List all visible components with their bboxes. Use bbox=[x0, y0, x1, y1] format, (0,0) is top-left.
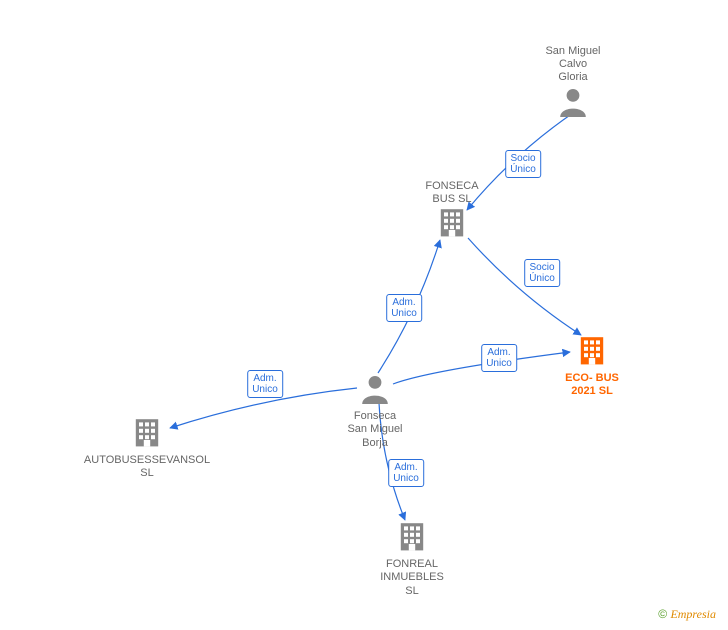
credit-symbol: © bbox=[658, 607, 667, 621]
edge-label: Adm. Unico bbox=[386, 294, 422, 322]
node-gloria[interactable]: San Miguel Calvo Gloria bbox=[503, 43, 643, 121]
building-icon bbox=[576, 334, 608, 370]
node-label: AUTOBUSESSEVANSOL SL bbox=[77, 454, 217, 480]
node-label: FONREAL INMUEBLES SL bbox=[342, 558, 482, 598]
node-autobuses[interactable]: AUTOBUSESSEVANSOL SL bbox=[77, 416, 217, 481]
node-fonreal[interactable]: FONREAL INMUEBLES SL bbox=[342, 520, 482, 598]
node-label: Fonseca San Miguel Borja bbox=[305, 410, 445, 450]
node-label: FONSECA BUS SL bbox=[382, 180, 522, 206]
node-label: San Miguel Calvo Gloria bbox=[503, 45, 643, 85]
person-icon bbox=[359, 372, 391, 408]
edge-label: Adm. Unico bbox=[247, 370, 283, 398]
node-borja[interactable]: Fonseca San Miguel Borja bbox=[305, 372, 445, 450]
diagram-canvas: San Miguel Calvo Gloria FONSECA BUS SL E… bbox=[0, 0, 728, 630]
edge-label: Adm. Unico bbox=[481, 344, 517, 372]
node-label: ECO- BUS 2021 SL bbox=[522, 372, 662, 398]
credit-brand: Empresia bbox=[670, 607, 716, 621]
building-icon bbox=[436, 206, 468, 242]
credit: © Empresia bbox=[658, 607, 716, 622]
building-icon bbox=[131, 416, 163, 452]
edge-fonseca-ecobus bbox=[468, 238, 581, 335]
building-icon bbox=[396, 520, 428, 556]
edge-label: Adm. Unico bbox=[388, 459, 424, 487]
edge-label: Socio Único bbox=[505, 150, 541, 178]
edge-label: Socio Único bbox=[524, 259, 560, 287]
node-ecobus[interactable]: ECO- BUS 2021 SL bbox=[522, 334, 662, 399]
node-fonseca[interactable]: FONSECA BUS SL bbox=[382, 178, 522, 243]
person-icon bbox=[557, 85, 589, 121]
